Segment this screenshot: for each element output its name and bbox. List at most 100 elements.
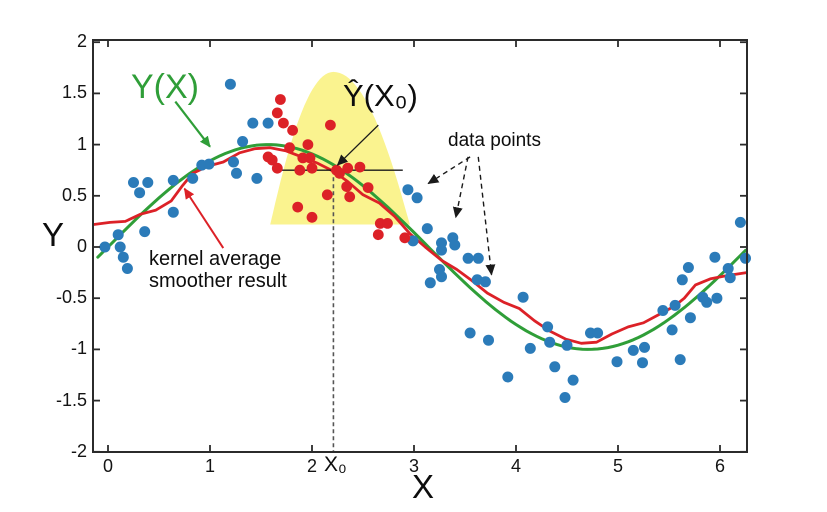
kernel-data-point xyxy=(306,211,318,223)
data-point xyxy=(561,339,573,351)
kernel-data-point xyxy=(325,119,336,131)
kernel-data-point xyxy=(287,124,298,136)
data-point xyxy=(203,158,215,170)
kernel-data-point xyxy=(302,139,314,151)
data-point xyxy=(669,299,681,311)
data-point xyxy=(237,136,249,147)
data-point xyxy=(464,327,476,339)
data-point xyxy=(472,252,484,264)
y-tick-label: -1 xyxy=(70,338,87,359)
smoother-label-line1: kernel average xyxy=(149,248,282,270)
data-point xyxy=(421,223,433,235)
kernel-data-point xyxy=(294,164,306,176)
data-point xyxy=(134,187,146,199)
data-point xyxy=(247,117,259,129)
data-point xyxy=(682,262,694,273)
data-point xyxy=(483,334,494,346)
kernel-data-point xyxy=(275,94,286,105)
kernel-data-point xyxy=(306,162,318,174)
y-tick-label: -2 xyxy=(70,440,87,461)
data-point xyxy=(549,361,561,373)
y-tick-label: -0.5 xyxy=(55,287,87,308)
x-tick-label: 1 xyxy=(204,456,215,476)
data-point xyxy=(142,177,154,188)
data-point xyxy=(639,341,650,353)
x-tick-label: 3 xyxy=(408,456,419,476)
data-point xyxy=(436,244,447,256)
data-point xyxy=(684,312,696,324)
data-point xyxy=(592,327,604,339)
x-tick-label: 6 xyxy=(714,456,725,476)
kernel-data-point xyxy=(344,191,356,203)
kernel-data-point xyxy=(362,182,374,194)
data-points-arrow-1 xyxy=(427,156,471,185)
data-point xyxy=(542,321,554,333)
y-tick-label: 1.5 xyxy=(61,82,87,103)
data-point xyxy=(711,292,723,304)
x-tick-label: 4 xyxy=(510,456,521,476)
data-point xyxy=(666,324,678,336)
data-points-arrow-3 xyxy=(477,156,496,276)
data-point xyxy=(637,357,648,369)
data-point xyxy=(674,354,686,366)
x-tick-label: 0 xyxy=(102,456,113,476)
data-point xyxy=(471,274,483,286)
y-axis-title: Y xyxy=(42,216,65,253)
x-tick-label: 5 xyxy=(612,456,623,476)
plot-border xyxy=(92,39,748,453)
estimate-label: Ŷ(X₀) xyxy=(343,78,418,113)
kernel-data-point xyxy=(382,218,393,229)
data-point xyxy=(117,251,129,263)
kernel-data-point xyxy=(321,189,333,201)
smoother-label-line2: smoother result xyxy=(149,270,287,292)
kernel-data-point xyxy=(342,162,354,174)
kernel-data-point xyxy=(304,152,316,164)
data-point xyxy=(128,177,139,188)
data-point xyxy=(709,251,721,263)
y-tick-label: 2 xyxy=(76,31,87,52)
data-point xyxy=(121,263,133,274)
kernel-data-point xyxy=(399,232,411,244)
data-point xyxy=(251,172,263,184)
kernel-data-point xyxy=(271,162,283,174)
data-point xyxy=(228,156,239,168)
y-tick-label: 0.5 xyxy=(61,184,87,205)
data-point xyxy=(449,239,461,251)
smoother-arrow xyxy=(183,187,225,249)
data-points-label: data points xyxy=(448,130,541,151)
data-point xyxy=(627,344,639,356)
smoother-label: kernel average smoother result xyxy=(149,248,287,292)
kernel-window-shape xyxy=(270,71,410,225)
data-point xyxy=(187,172,199,184)
data-point xyxy=(517,291,529,303)
data-point xyxy=(502,371,514,383)
kernel-data-point xyxy=(341,181,353,193)
data-point xyxy=(544,336,556,348)
x-tick-label: 2 xyxy=(306,456,317,476)
x0-tick-label: X₀ xyxy=(324,453,347,476)
data-point xyxy=(436,271,447,283)
data-point xyxy=(167,206,179,218)
data-point xyxy=(559,392,571,403)
kernel-data-point xyxy=(284,142,295,154)
y-tick-label: -1.5 xyxy=(55,389,87,410)
kernel-data-point xyxy=(372,229,384,241)
kernel-data-point xyxy=(334,167,345,179)
data-point xyxy=(114,241,126,253)
x-axis-title: X xyxy=(412,468,435,505)
data-point xyxy=(99,241,111,253)
kernel-data-point xyxy=(354,161,366,173)
data-point xyxy=(724,272,736,284)
y-tick-label: 1 xyxy=(76,133,87,154)
data-point xyxy=(611,356,623,368)
data-point xyxy=(402,184,414,196)
kernel-data-point xyxy=(292,201,304,213)
data-point xyxy=(740,252,751,264)
true-function-arrow xyxy=(174,100,211,148)
data-point xyxy=(112,229,124,241)
data-point xyxy=(224,78,236,90)
data-point xyxy=(462,252,474,264)
data-point xyxy=(567,374,579,386)
